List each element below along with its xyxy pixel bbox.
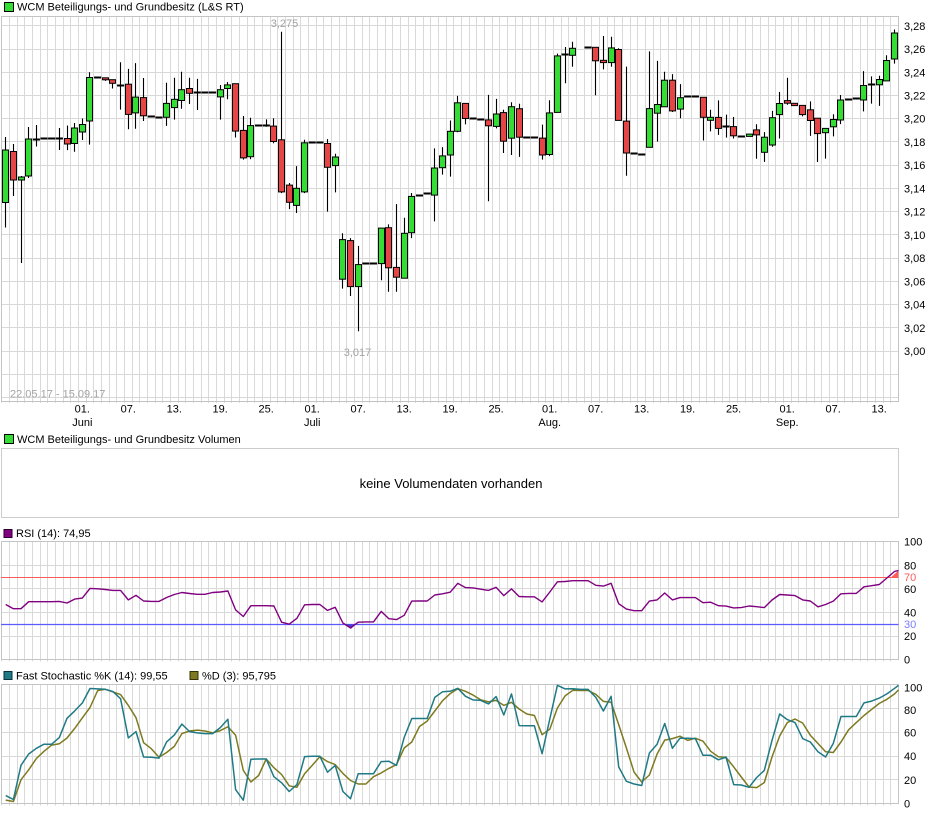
svg-text:40: 40 [904,607,916,619]
svg-text:100: 100 [904,683,922,695]
svg-text:25.: 25. [259,404,274,416]
svg-text:3,28: 3,28 [904,21,925,33]
svg-text:0: 0 [904,655,910,667]
svg-text:40: 40 [904,751,916,763]
svg-text:70: 70 [904,572,916,584]
svg-text:3,00: 3,00 [904,346,925,358]
svg-text:01.: 01. [780,404,795,416]
svg-text:07.: 07. [351,404,366,416]
svg-text:3,22: 3,22 [904,90,925,102]
svg-text:3,04: 3,04 [904,300,925,312]
svg-text:22.05.17 - 15.09.17: 22.05.17 - 15.09.17 [10,389,105,401]
svg-text:3,12: 3,12 [904,207,925,219]
svg-text:19.: 19. [680,404,695,416]
svg-text:3,017: 3,017 [344,347,372,359]
svg-text:80: 80 [904,560,916,572]
svg-text:Juni: Juni [72,417,92,429]
svg-text:60: 60 [904,727,916,739]
svg-text:keine Volumendaten vorhanden: keine Volumendaten vorhanden [360,476,543,491]
svg-text:WCM Beteiligungs- und Grundbes: WCM Beteiligungs- und Grundbesitz Volume… [17,434,241,446]
svg-text:13.: 13. [397,404,412,416]
svg-text:WCM Beteiligungs- und Grundbes: WCM Beteiligungs- und Grundbesitz (L&S R… [17,2,244,14]
svg-text:01.: 01. [75,404,90,416]
svg-text:25.: 25. [488,404,503,416]
svg-text:3,06: 3,06 [904,276,925,288]
svg-text:60: 60 [904,584,916,596]
svg-text:3,16: 3,16 [904,160,925,172]
svg-text:07.: 07. [588,404,603,416]
svg-text:13.: 13. [167,404,182,416]
svg-text:3,20: 3,20 [904,114,925,126]
svg-text:0: 0 [904,798,910,810]
svg-text:3,18: 3,18 [904,137,925,149]
svg-text:3,10: 3,10 [904,230,925,242]
svg-text:20: 20 [904,775,916,787]
svg-text:01.: 01. [542,404,557,416]
svg-text:3,02: 3,02 [904,323,925,335]
svg-text:100: 100 [904,537,922,549]
svg-text:3,275: 3,275 [271,18,299,30]
svg-text:Aug.: Aug. [538,417,561,429]
svg-text:Sep.: Sep. [776,417,799,429]
svg-text:13.: 13. [634,404,649,416]
svg-text:Juli: Juli [304,417,321,429]
svg-text:19.: 19. [213,404,228,416]
svg-text:07.: 07. [826,404,841,416]
svg-text:3,14: 3,14 [904,183,925,195]
svg-text:3,08: 3,08 [904,253,925,265]
svg-text:01.: 01. [305,404,320,416]
svg-text:25.: 25. [726,404,741,416]
svg-text:13.: 13. [872,404,887,416]
svg-text:07.: 07. [121,404,136,416]
svg-text:20: 20 [904,631,916,643]
svg-text:80: 80 [904,705,916,717]
svg-text:RSI (14): 74,95: RSI (14): 74,95 [16,528,91,540]
svg-text:%D (3): 95,795: %D (3): 95,795 [202,671,276,683]
svg-text:3,26: 3,26 [904,44,925,56]
svg-text:19.: 19. [442,404,457,416]
svg-text:30: 30 [904,619,916,631]
svg-text:Fast Stochastic %K (14): 99,55: Fast Stochastic %K (14): 99,55 [16,671,168,683]
svg-text:3,24: 3,24 [904,67,925,79]
